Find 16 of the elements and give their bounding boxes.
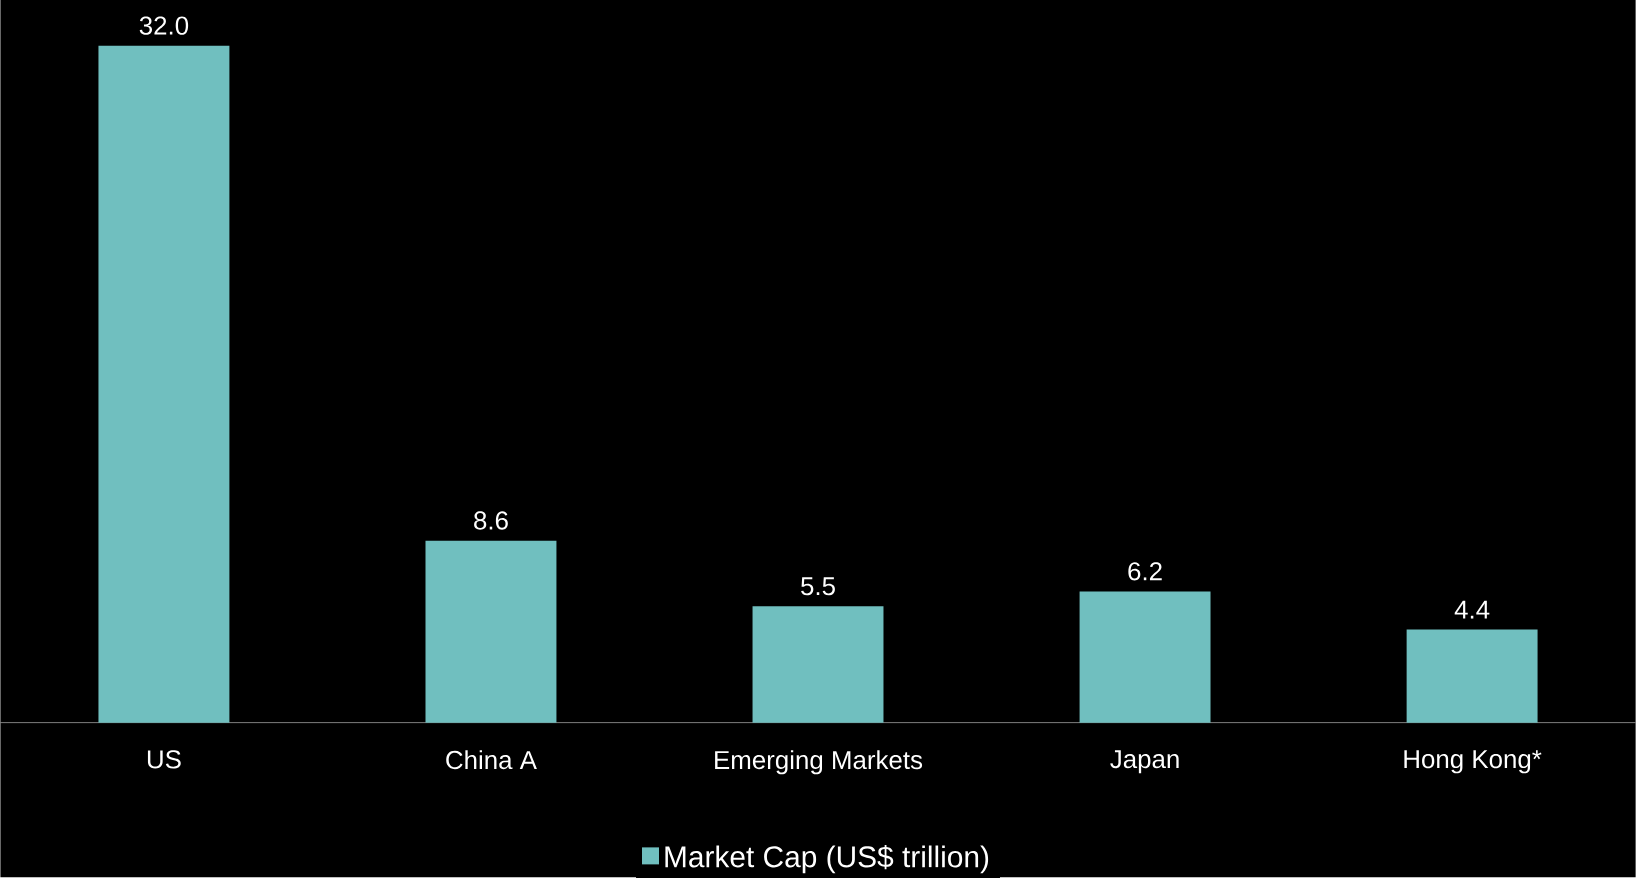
data-label: 5.5 — [801, 577, 835, 596]
bar — [752, 606, 884, 723]
x-tick-label: China A — [446, 750, 537, 770]
data-label: 32.0 — [139, 16, 189, 35]
bar — [425, 540, 557, 723]
bar — [98, 45, 230, 723]
data-label: 8.6 — [474, 511, 508, 530]
bar — [1079, 591, 1211, 723]
data-label: 4.4 — [1454, 600, 1490, 619]
x-tick-label: Japan — [1110, 750, 1179, 774]
bar — [1406, 629, 1538, 723]
data-label: 6.2 — [1128, 562, 1162, 581]
x-tick-label: US — [147, 750, 181, 769]
x-tick-label: Emerging Markets — [715, 750, 923, 775]
x-tick-label: Hong Kong* — [1404, 750, 1542, 774]
legend-label: Market Cap (US$ trillion) — [665, 844, 989, 874]
